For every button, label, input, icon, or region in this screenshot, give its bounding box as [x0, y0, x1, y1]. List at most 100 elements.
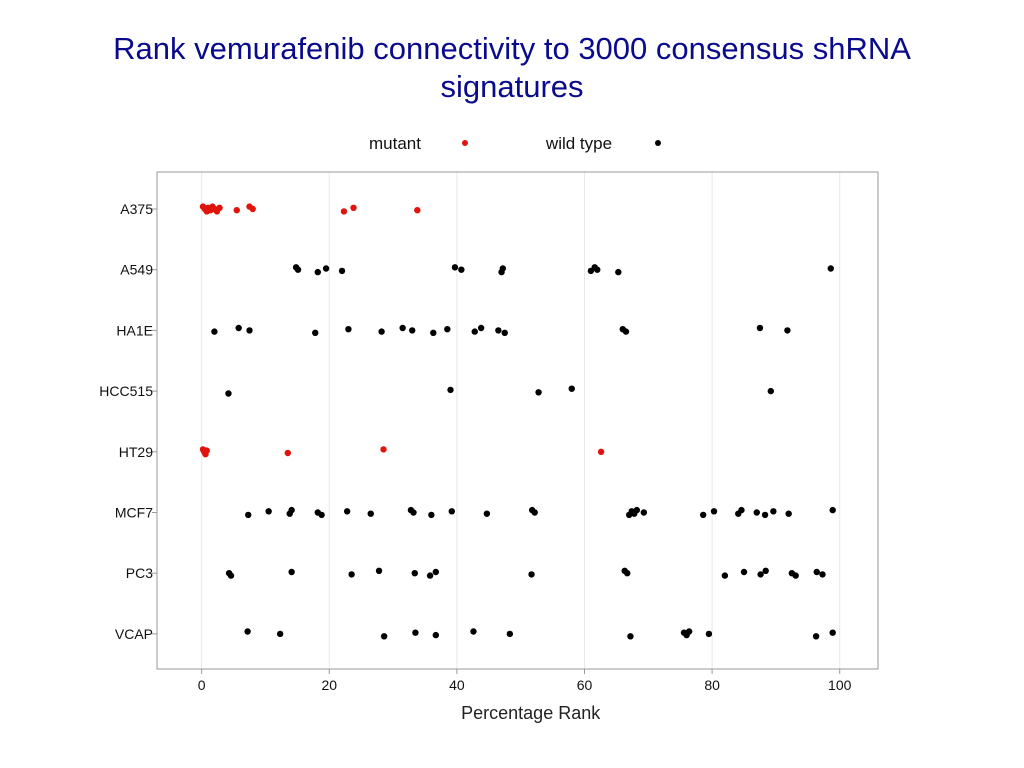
data-point-wild-type: [244, 628, 251, 635]
legend-marker: [462, 140, 468, 146]
data-point-wild-type: [426, 572, 434, 579]
data-point-wild-type: [318, 511, 325, 519]
data-point-wild-type: [245, 511, 252, 519]
data-points: [199, 203, 836, 640]
data-point-wild-type: [288, 568, 295, 576]
data-point-mutant: [216, 204, 223, 211]
data-point-wild-type: [246, 327, 253, 334]
data-point-wild-type: [528, 571, 535, 578]
data-point-mutant: [249, 205, 256, 213]
data-point-wild-type: [829, 506, 836, 514]
legend-marker: [655, 140, 661, 146]
data-point-wild-type: [813, 568, 820, 576]
data-point-wild-type: [294, 266, 302, 273]
data-point-wild-type: [410, 509, 417, 516]
data-point-wild-type: [685, 628, 693, 635]
data-point-mutant: [414, 207, 421, 214]
data-point-wild-type: [762, 567, 769, 574]
data-point-wild-type: [348, 571, 355, 578]
data-point-wild-type: [430, 329, 437, 336]
data-point-mutant: [597, 448, 605, 455]
data-point-wild-type: [594, 266, 601, 273]
data-point-wild-type: [367, 510, 374, 517]
data-point-wild-type: [378, 328, 385, 335]
x-tick-label: 40: [449, 677, 465, 693]
legend-label: mutant: [369, 134, 421, 153]
data-point-wild-type: [499, 265, 507, 272]
y-tick-label: VCAP: [115, 626, 153, 642]
data-point-wild-type: [829, 629, 836, 636]
data-point-wild-type: [444, 326, 451, 333]
data-point-wild-type: [640, 509, 648, 516]
y-tick-label: HCC515: [99, 383, 153, 399]
data-point-wild-type: [314, 268, 321, 276]
chart-gridlines: [201, 172, 841, 669]
data-point-wild-type: [211, 328, 218, 335]
data-point-wild-type: [535, 389, 542, 396]
data-point-wild-type: [343, 508, 351, 515]
data-point-wild-type: [288, 506, 295, 514]
data-point-mutant: [350, 204, 357, 211]
y-tick-label: MCF7: [115, 505, 153, 521]
data-point-wild-type: [753, 509, 760, 516]
data-point-wild-type: [738, 506, 745, 514]
data-point-wild-type: [699, 511, 707, 519]
data-point-wild-type: [399, 324, 406, 332]
data-point-wild-type: [501, 329, 508, 336]
data-point-wild-type: [447, 386, 454, 394]
data-point-wild-type: [432, 631, 440, 639]
data-point-wild-type: [710, 508, 718, 515]
data-point-wild-type: [451, 264, 459, 271]
legend-label: wild type: [545, 134, 612, 153]
data-point-wild-type: [531, 509, 538, 516]
y-tick-label: A375: [120, 201, 153, 217]
data-point-mutant: [340, 208, 348, 215]
x-axis: 0 20 40 60 80 100: [198, 669, 852, 693]
data-point-wild-type: [627, 633, 634, 640]
data-point-wild-type: [411, 570, 418, 577]
data-point-wild-type: [767, 387, 775, 395]
y-tick-label: HT29: [119, 444, 153, 460]
data-point-wild-type: [827, 265, 834, 272]
data-point-wild-type: [470, 628, 477, 635]
data-point-wild-type: [345, 326, 352, 333]
data-point-wild-type: [227, 572, 235, 579]
data-point-wild-type: [495, 327, 502, 334]
data-point-wild-type: [458, 266, 465, 273]
data-point-wild-type: [633, 506, 641, 514]
data-point-wild-type: [265, 508, 272, 515]
data-point-wild-type: [812, 633, 820, 640]
data-point-wild-type: [471, 328, 478, 335]
x-tick-label: 100: [828, 677, 852, 693]
plot-area-frame: [156, 171, 879, 670]
x-tick-label: 80: [704, 677, 720, 693]
data-point-wild-type: [225, 390, 232, 397]
data-point-wild-type: [506, 630, 514, 638]
data-point-wild-type: [276, 630, 284, 638]
data-point-mutant: [380, 446, 387, 453]
data-point-wild-type: [819, 571, 826, 578]
data-point-wild-type: [428, 511, 435, 519]
data-point-wild-type: [756, 324, 764, 332]
y-tick-label: A549: [120, 262, 153, 278]
data-point-wild-type: [622, 328, 630, 335]
data-point-wild-type: [448, 508, 455, 515]
data-point-wild-type: [412, 629, 419, 636]
data-point-wild-type: [624, 570, 631, 577]
data-point-wild-type: [615, 268, 622, 276]
data-point-wild-type: [705, 630, 713, 638]
data-point-wild-type: [740, 568, 748, 576]
x-tick-label: 20: [321, 677, 337, 693]
data-point-wild-type: [568, 385, 575, 392]
x-tick-label: 60: [577, 677, 593, 693]
x-axis-label: Percentage Rank: [461, 703, 601, 723]
data-point-mutant: [233, 207, 240, 214]
data-point-wild-type: [375, 567, 383, 574]
chart-legend: mutant wild type: [369, 134, 661, 153]
data-point-wild-type: [721, 572, 729, 579]
data-point-wild-type: [322, 265, 330, 272]
data-point-wild-type: [235, 324, 242, 332]
data-point-wild-type: [757, 571, 764, 578]
data-point-wild-type: [338, 267, 346, 275]
